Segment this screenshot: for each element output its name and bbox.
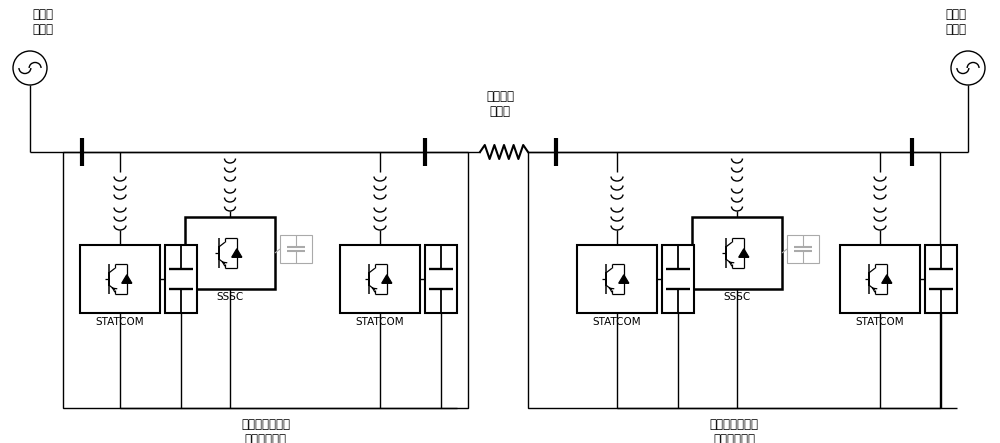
Bar	[165, 245, 197, 313]
Bar	[662, 245, 694, 313]
Circle shape	[951, 51, 985, 85]
Polygon shape	[739, 249, 749, 257]
Text: STATCOM: STATCOM	[356, 317, 404, 327]
Bar	[925, 245, 957, 313]
Bar	[185, 217, 275, 289]
Bar	[340, 245, 420, 313]
Text: 受端同步补偿式
柔性调谐装置: 受端同步补偿式 柔性调谐装置	[710, 418, 759, 443]
Bar	[80, 245, 160, 313]
Text: 受端交
流系统: 受端交 流系统	[945, 8, 966, 36]
Bar	[280, 235, 312, 263]
Polygon shape	[882, 275, 892, 283]
Text: 送端交
流系统: 送端交 流系统	[32, 8, 53, 36]
Polygon shape	[122, 275, 132, 283]
Polygon shape	[232, 249, 242, 257]
Text: STATCOM: STATCOM	[96, 317, 144, 327]
Text: SSSC: SSSC	[216, 292, 244, 302]
Bar	[577, 245, 657, 313]
Bar	[425, 245, 457, 313]
Circle shape	[13, 51, 47, 85]
Text: STATCOM: STATCOM	[856, 317, 904, 327]
Bar	[840, 245, 920, 313]
Bar	[692, 217, 782, 289]
Text: 送端同步补偿式
柔性调谐装置: 送端同步补偿式 柔性调谐装置	[241, 418, 290, 443]
Bar	[63, 152, 468, 408]
Text: STATCOM: STATCOM	[593, 317, 641, 327]
Text: SSSC: SSSC	[723, 292, 751, 302]
Text: 待调谐输
电线路: 待调谐输 电线路	[486, 90, 514, 118]
Bar	[787, 235, 819, 263]
Bar	[528, 152, 940, 408]
Polygon shape	[619, 275, 629, 283]
Polygon shape	[382, 275, 392, 283]
